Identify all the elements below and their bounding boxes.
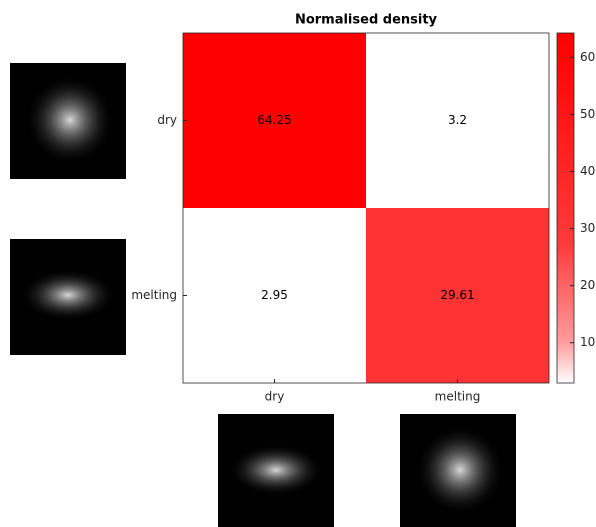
heatmap-cell [183,33,366,208]
cell-value: 2.95 [261,288,288,302]
sample-image [400,414,516,527]
colorbar [556,32,575,384]
colorbar-tick-label: 60 [580,50,595,64]
x-tick-label: melting [435,390,481,404]
heatmap-cell [366,208,549,383]
sample-image [218,414,334,527]
colorbar-tick-label: 10 [580,335,595,349]
sample-image [10,239,126,355]
cell-value: 64.25 [257,113,291,127]
heatmap-cell [366,33,549,208]
heatmap-cell [183,208,366,383]
cell-value: 3.2 [448,113,467,127]
x-tick-label: dry [265,390,285,404]
colorbar-tick-label: 20 [580,278,595,292]
cell-value: 29.61 [440,288,474,302]
y-tick-label: melting [131,288,177,302]
chart-title: Normalised density [295,13,438,28]
colorbar-tick-label: 30 [580,221,595,235]
colorbar-tick-label: 40 [580,164,595,178]
colorbar-tick-label: 50 [580,107,595,121]
axes-box [182,32,550,384]
sample-image [10,63,126,179]
y-tick-label: dry [157,113,177,127]
